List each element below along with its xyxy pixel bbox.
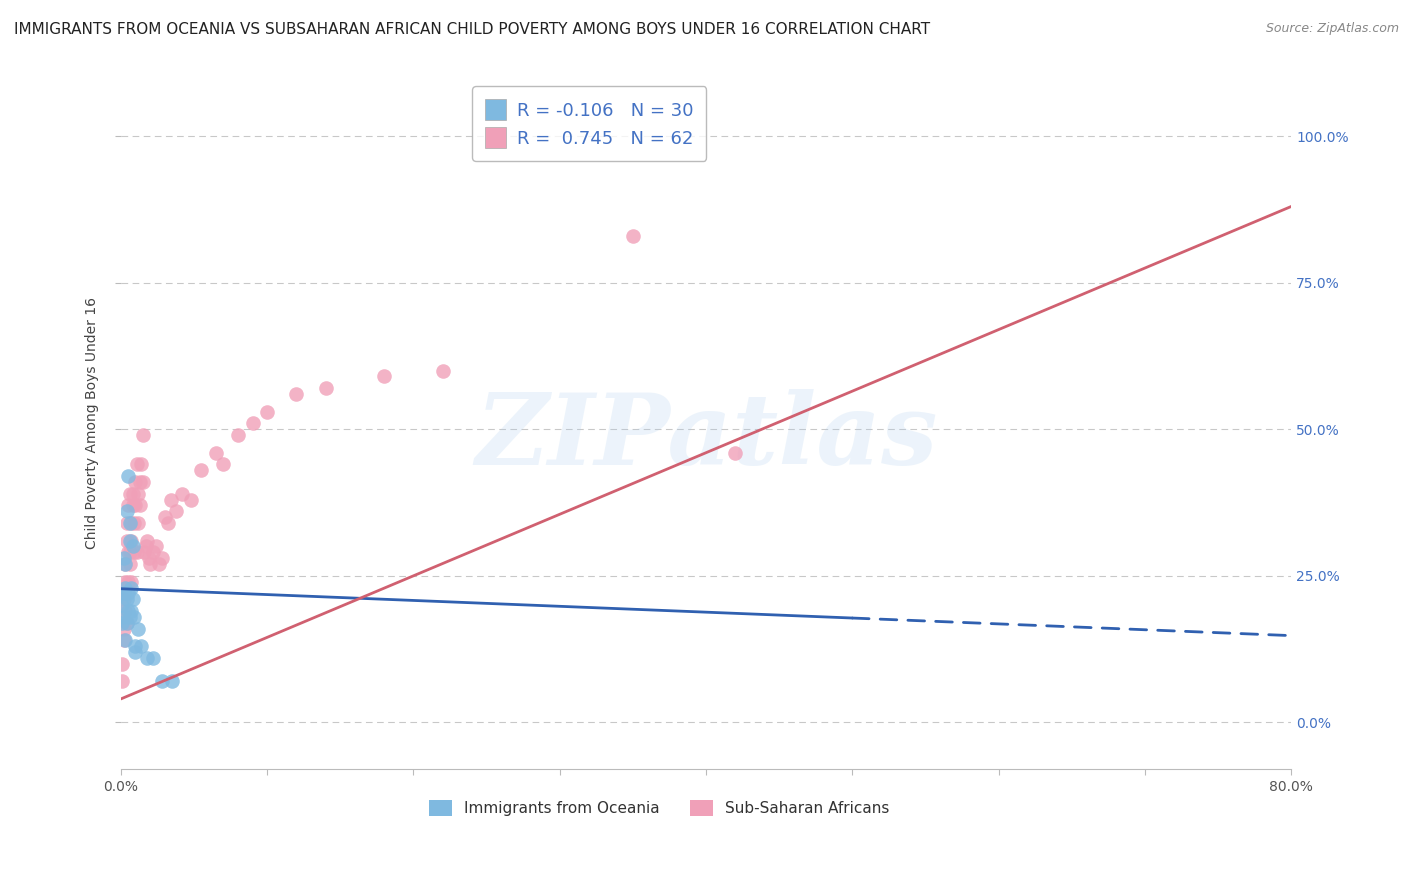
Point [124, 645, 146, 659]
Point [315, 381, 337, 395]
Point [127, 487, 149, 501]
Point [111, 598, 134, 612]
Point [112, 586, 135, 600]
Point [114, 557, 136, 571]
Point [142, 545, 165, 559]
Point [150, 551, 173, 566]
Point [190, 463, 212, 477]
Point [117, 574, 139, 589]
Point [115, 516, 138, 530]
Point [131, 458, 153, 472]
Point [373, 369, 395, 384]
Point [120, 581, 142, 595]
Point [212, 458, 235, 472]
Legend: Immigrants from Oceania, Sub-Saharan Africans: Immigrants from Oceania, Sub-Saharan Afr… [422, 793, 897, 824]
Point [135, 540, 157, 554]
Point [125, 545, 148, 559]
Point [121, 499, 143, 513]
Point [115, 504, 138, 518]
Point [134, 545, 156, 559]
Point [205, 445, 228, 459]
Point [120, 516, 142, 530]
Point [256, 404, 278, 418]
Point [111, 615, 134, 630]
Point [127, 516, 149, 530]
Point [153, 510, 176, 524]
Point [111, 674, 134, 689]
Point [432, 363, 454, 377]
Point [122, 545, 145, 559]
Point [172, 487, 194, 501]
Point [160, 674, 183, 689]
Point [120, 533, 142, 548]
Point [145, 540, 167, 554]
Point [114, 581, 136, 595]
Point [112, 622, 135, 636]
Point [127, 622, 149, 636]
Point [115, 592, 138, 607]
Point [111, 657, 134, 671]
Point [125, 458, 148, 472]
Point [118, 516, 141, 530]
Point [115, 615, 138, 630]
Point [138, 551, 160, 566]
Point [142, 651, 165, 665]
Point [124, 499, 146, 513]
Point [121, 487, 143, 501]
Point [724, 445, 747, 459]
Point [156, 516, 179, 530]
Point [114, 604, 136, 618]
Point [131, 639, 153, 653]
Point [122, 610, 145, 624]
Point [150, 674, 173, 689]
Point [124, 475, 146, 489]
Point [112, 551, 135, 566]
Point [120, 604, 142, 618]
Point [112, 592, 135, 607]
Point [165, 504, 187, 518]
Point [159, 492, 181, 507]
Point [114, 557, 136, 571]
Point [136, 533, 159, 548]
Point [124, 639, 146, 653]
Point [180, 492, 202, 507]
Point [128, 475, 150, 489]
Point [118, 557, 141, 571]
Point [136, 651, 159, 665]
Point [117, 469, 139, 483]
Point [114, 574, 136, 589]
Point [621, 228, 644, 243]
Y-axis label: Child Poverty Among Boys Under 16: Child Poverty Among Boys Under 16 [86, 297, 100, 549]
Point [118, 533, 141, 548]
Point [117, 586, 139, 600]
Point [112, 633, 135, 648]
Point [128, 499, 150, 513]
Point [242, 417, 264, 431]
Point [121, 540, 143, 554]
Point [118, 487, 141, 501]
Point [117, 604, 139, 618]
Point [132, 428, 155, 442]
Point [122, 516, 145, 530]
Point [117, 545, 139, 559]
Point [285, 387, 308, 401]
Point [226, 428, 249, 442]
Point [120, 574, 142, 589]
Point [121, 592, 143, 607]
Point [112, 610, 135, 624]
Text: Source: ZipAtlas.com: Source: ZipAtlas.com [1265, 22, 1399, 36]
Text: IMMIGRANTS FROM OCEANIA VS SUBSAHARAN AFRICAN CHILD POVERTY AMONG BOYS UNDER 16 : IMMIGRANTS FROM OCEANIA VS SUBSAHARAN AF… [14, 22, 931, 37]
Point [114, 633, 136, 648]
Text: ZIPatlas: ZIPatlas [475, 389, 938, 485]
Point [139, 557, 162, 571]
Point [115, 615, 138, 630]
Point [132, 475, 155, 489]
Point [118, 545, 141, 559]
Point [148, 557, 170, 571]
Point [117, 499, 139, 513]
Point [118, 610, 141, 624]
Point [115, 533, 138, 548]
